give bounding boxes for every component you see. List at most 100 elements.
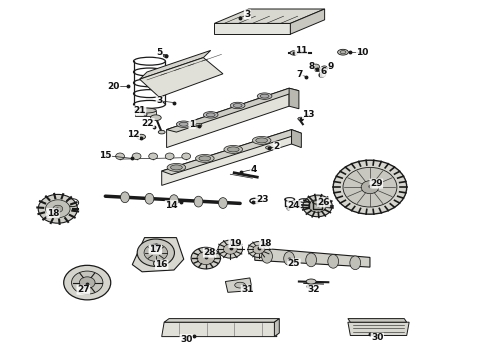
Ellipse shape [256,138,268,143]
Ellipse shape [262,249,272,263]
Polygon shape [255,248,370,267]
Text: 7: 7 [296,70,303,79]
Ellipse shape [306,279,316,284]
Ellipse shape [340,50,346,54]
Circle shape [361,181,379,194]
Polygon shape [140,58,223,97]
Polygon shape [140,50,211,79]
Circle shape [191,247,220,269]
Ellipse shape [135,108,156,113]
Text: 18: 18 [47,209,59,217]
Ellipse shape [170,195,178,206]
Ellipse shape [176,121,191,127]
Text: 13: 13 [302,109,315,118]
Text: 10: 10 [356,48,369,57]
Ellipse shape [230,102,245,109]
Text: 14: 14 [165,201,178,210]
Text: 5: 5 [156,48,162,57]
Ellipse shape [171,165,182,170]
Polygon shape [167,88,289,148]
Polygon shape [292,130,301,148]
Text: 3: 3 [245,10,250,19]
Ellipse shape [338,49,348,55]
Circle shape [319,72,326,77]
Polygon shape [162,322,277,337]
Circle shape [223,244,237,254]
Ellipse shape [224,145,243,153]
Text: 30: 30 [180,335,193,343]
Text: 3: 3 [156,96,162,105]
Polygon shape [132,238,184,272]
Polygon shape [274,319,279,337]
Text: 12: 12 [127,130,140,139]
Circle shape [165,153,174,159]
Ellipse shape [199,156,211,161]
Circle shape [46,200,70,218]
Circle shape [197,252,215,265]
Ellipse shape [233,103,242,107]
Ellipse shape [290,51,298,55]
Polygon shape [289,88,299,109]
Circle shape [313,64,319,69]
Circle shape [343,167,397,207]
Ellipse shape [145,193,154,204]
Circle shape [144,244,168,261]
Circle shape [218,240,243,258]
Ellipse shape [206,113,215,117]
Ellipse shape [137,134,146,139]
Text: 29: 29 [370,179,383,188]
Text: 17: 17 [149,245,162,254]
Text: 26: 26 [317,198,330,207]
Ellipse shape [298,117,304,120]
Text: 9: 9 [327,62,334,71]
Polygon shape [215,23,290,34]
Ellipse shape [163,54,168,57]
Circle shape [79,277,95,288]
Ellipse shape [179,122,188,126]
Text: 25: 25 [288,259,300,268]
Text: 11: 11 [295,46,308,55]
Text: 18: 18 [259,239,272,248]
Circle shape [72,271,103,294]
Text: 19: 19 [229,238,242,248]
Text: 28: 28 [203,248,216,257]
Circle shape [321,66,328,71]
Ellipse shape [260,94,269,98]
Text: 31: 31 [241,285,254,294]
Ellipse shape [196,154,214,162]
Text: 20: 20 [107,82,120,91]
Circle shape [116,153,124,159]
Text: 1: 1 [189,120,195,129]
Circle shape [314,67,321,72]
Ellipse shape [252,136,271,144]
Ellipse shape [219,198,227,208]
Polygon shape [164,319,279,322]
Ellipse shape [284,252,294,265]
Text: 27: 27 [77,285,90,294]
Circle shape [53,205,63,212]
Polygon shape [167,88,299,132]
Text: 16: 16 [155,260,168,269]
Polygon shape [215,9,325,23]
Polygon shape [290,9,325,34]
Ellipse shape [167,163,186,171]
Circle shape [64,265,111,300]
Circle shape [248,242,270,257]
Circle shape [149,153,158,159]
Text: 4: 4 [250,165,257,174]
Ellipse shape [227,147,239,152]
Ellipse shape [350,256,361,270]
Text: 30: 30 [371,333,384,342]
Circle shape [309,199,326,212]
Ellipse shape [150,115,161,121]
Text: 6: 6 [320,68,326,77]
Polygon shape [348,319,407,322]
Text: 21: 21 [133,106,146,115]
Polygon shape [162,130,292,185]
Polygon shape [225,278,252,292]
Text: 2: 2 [274,142,280,151]
Ellipse shape [306,253,317,267]
Ellipse shape [266,146,271,149]
Text: 32: 32 [307,285,320,294]
Ellipse shape [194,196,203,207]
